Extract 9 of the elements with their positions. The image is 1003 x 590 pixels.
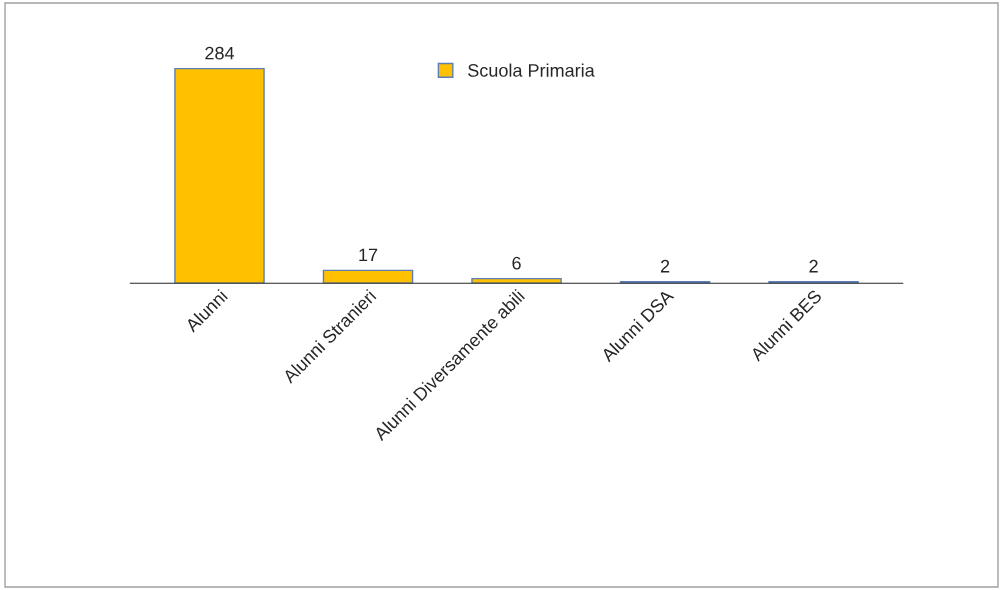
data-label: 284 bbox=[205, 46, 235, 60]
data-label: 2 bbox=[660, 259, 670, 273]
legend-label: Scuola Primaria bbox=[468, 63, 595, 77]
bar bbox=[471, 277, 562, 284]
data-label: 17 bbox=[359, 248, 378, 262]
bar bbox=[174, 67, 265, 284]
data-label: 2 bbox=[809, 259, 818, 273]
bar bbox=[322, 269, 414, 284]
data-label: 6 bbox=[512, 256, 521, 270]
